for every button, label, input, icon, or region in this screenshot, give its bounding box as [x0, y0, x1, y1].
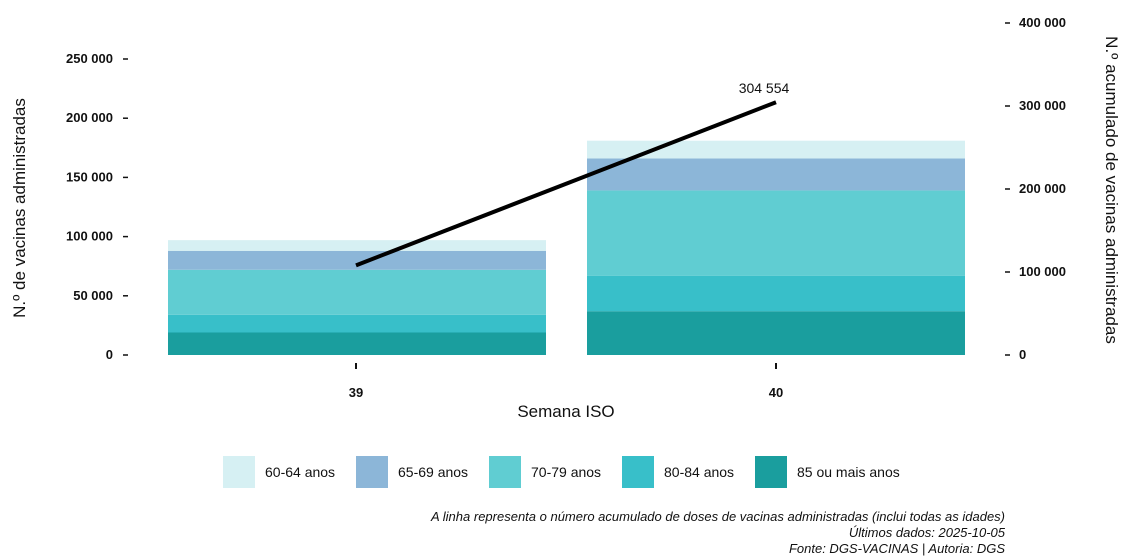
legend-label: 85 ou mais anos [797, 464, 900, 480]
bar-week-39-series-2 [168, 269, 546, 315]
y-tick-label: 0 [106, 347, 113, 362]
caption-line-3: Fonte: DGS-VACINAS | Autoria: DGS [789, 541, 1005, 556]
legend-label: 80-84 anos [664, 464, 734, 480]
stacked-bars [168, 140, 965, 355]
bar-week-40-series-2 [587, 190, 965, 276]
bar-week-39-series-3 [168, 250, 546, 270]
caption-line-1: A linha representa o número acumulado de… [430, 509, 1005, 524]
bar-week-40-series-4 [587, 140, 965, 159]
y2-tick-label: 0 [1019, 347, 1026, 362]
y-axis-right: 0 100 000 200 000 300 000 400 000 [1005, 15, 1066, 362]
cumulative-line [355, 100, 777, 268]
caption-line-2: Últimos dados: 2025-10-05 [849, 525, 1006, 540]
legend-swatch [489, 456, 521, 488]
cumulative-line-layer: 304 554 [355, 80, 790, 268]
y-tick-label: 150 000 [66, 169, 113, 184]
y2-tick-label: 200 000 [1019, 181, 1066, 196]
x-tick-label: 40 [769, 385, 783, 400]
y-axis-title: N.º de vacinas administradas [10, 98, 29, 318]
y-tick-label: 200 000 [66, 110, 113, 125]
legend-swatch [356, 456, 388, 488]
y-tick-label: 100 000 [66, 229, 113, 244]
bar-week-40-series-1 [587, 275, 965, 312]
y2-axis-title: N.º acumulado de vacinas administradas [1102, 36, 1121, 344]
y-axis-left: 0 50 000 100 000 150 000 200 000 250 000 [66, 51, 128, 362]
y2-tick-label: 100 000 [1019, 264, 1066, 279]
bar-week-40-series-3 [587, 158, 965, 191]
y2-tick-label: 300 000 [1019, 98, 1066, 113]
y2-tick-label: 400 000 [1019, 15, 1066, 30]
legend-swatch [622, 456, 654, 488]
legend: 60-64 anos 65-69 anos 70-79 anos 80-84 anos… [223, 456, 900, 488]
legend-swatch [223, 456, 255, 488]
legend-label: 70-79 anos [531, 464, 601, 480]
cumulative-line-label: 304 554 [739, 80, 790, 96]
x-tick-label: 39 [349, 385, 363, 400]
bar-week-39-series-4 [168, 240, 546, 251]
legend-swatch [755, 456, 787, 488]
bar-week-40-series-0 [587, 311, 965, 355]
x-axis: 39 40 [349, 363, 783, 400]
legend-label: 60-64 anos [265, 464, 335, 480]
legend-label: 65-69 anos [398, 464, 468, 480]
bar-week-39-series-0 [168, 332, 546, 355]
y-tick-label: 250 000 [66, 51, 113, 66]
x-axis-title: Semana ISO [517, 402, 614, 421]
y-tick-label: 50 000 [73, 288, 113, 303]
bar-week-39-series-1 [168, 314, 546, 333]
